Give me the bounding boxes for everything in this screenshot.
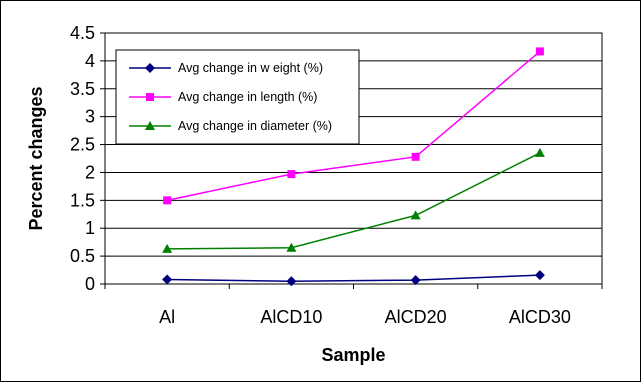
- legend-item: Avg change in diameter (%): [129, 119, 332, 133]
- data-point: [410, 210, 421, 220]
- data-point: [162, 243, 173, 253]
- x-tick-label: AlCD10: [260, 307, 322, 327]
- x-tick-labels: Al AlCD10 AlCD20 AlCD30: [159, 307, 571, 327]
- data-point: [163, 196, 172, 205]
- y-axis-title: Percent changes: [26, 86, 46, 230]
- x-tick-label: Al: [159, 307, 175, 327]
- series-line: [167, 274, 540, 282]
- legend-marker: [145, 121, 155, 130]
- y-tick-label: 4: [85, 51, 95, 71]
- x-tick-label: AlCD20: [385, 307, 447, 327]
- data-point: [162, 274, 173, 285]
- y-tick-label: 1: [85, 218, 95, 238]
- series-0: [162, 270, 545, 287]
- data-point: [286, 276, 297, 287]
- series-layer: [162, 47, 545, 287]
- y-tick-label: 3.5: [70, 79, 95, 99]
- y-tick-label: 2.5: [70, 135, 95, 155]
- data-point: [534, 270, 545, 281]
- x-axis-title: Sample: [321, 345, 385, 365]
- legend-item: Avg change in w eight (%): [129, 61, 323, 75]
- y-tick-label: 0.5: [70, 246, 95, 266]
- data-point: [286, 242, 297, 252]
- legend-marker: [146, 93, 154, 101]
- axis-ticks: [100, 32, 603, 289]
- legend-label: Avg change in w eight (%): [178, 61, 323, 75]
- series-line: [167, 152, 541, 250]
- data-point: [534, 147, 545, 157]
- series-2: [162, 147, 545, 253]
- legend: Avg change in w eight (%) Avg change in l…: [115, 49, 360, 145]
- legend-marker: [145, 63, 155, 73]
- x-tick-label: AlCD30: [509, 307, 571, 327]
- y-tick-labels: 0 0.5 1 1.5 2 2.5 3 3.5 4 4.5: [70, 23, 95, 294]
- data-point: [410, 275, 421, 286]
- data-point: [535, 47, 544, 56]
- series-1: [163, 47, 544, 205]
- y-tick-label: 0: [85, 274, 95, 294]
- legend-label: Avg change in length (%): [178, 90, 317, 104]
- legend-item: Avg change in length (%): [129, 90, 317, 104]
- y-tick-label: 3: [85, 107, 95, 127]
- y-tick-label: 1.5: [70, 190, 95, 210]
- y-tick-label: 4.5: [70, 23, 95, 43]
- y-tick-label: 2: [85, 162, 95, 182]
- series-line: [166, 50, 541, 202]
- data-point: [287, 170, 296, 179]
- legend-label: Avg change in diameter (%): [178, 119, 332, 133]
- data-point: [411, 152, 420, 161]
